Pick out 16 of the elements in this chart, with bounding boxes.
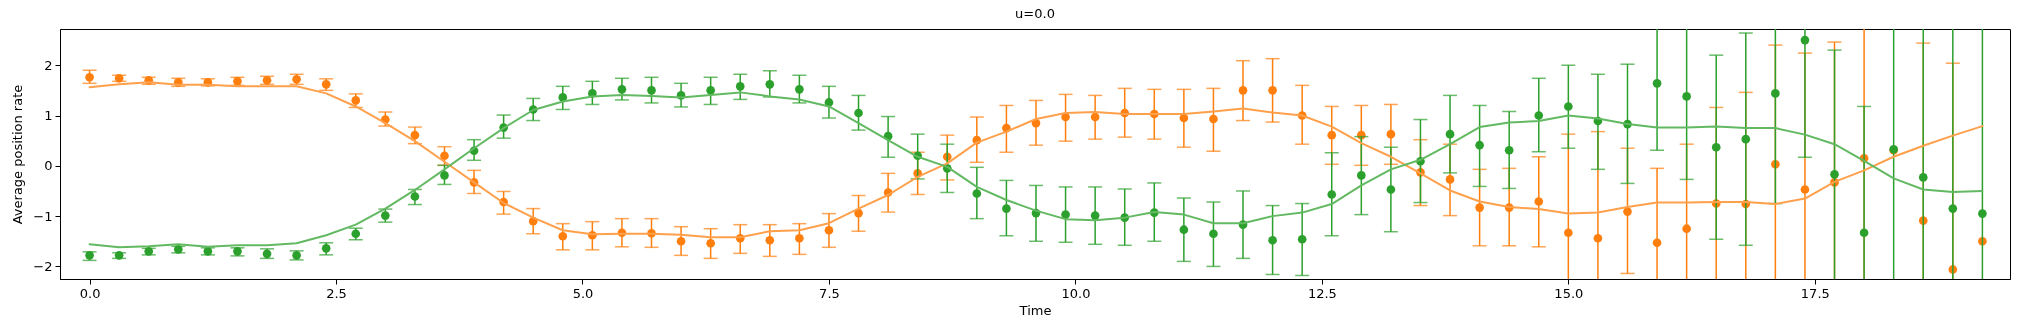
chart-title: u=0.0 [1015,6,1055,21]
y-tick-label: 1 [44,108,53,124]
x-axis-title: Time [1018,302,1052,318]
x-tick-label: 15.0 [1554,285,1584,301]
x-tick-label: 12.5 [1307,285,1337,301]
x-tick-label: 5.0 [572,285,594,301]
x-tick-label: 7.5 [819,285,840,301]
y-tick-label: −1 [33,208,53,224]
x-tick-label: 10.0 [1061,285,1091,301]
y-axis-title: Average position rate [10,84,26,225]
y-tick-label: 2 [44,57,53,73]
y-tick-label: 0 [44,158,53,174]
x-tick-label: 2.5 [326,285,347,301]
y-tick-label: −2 [33,258,53,274]
x-tick-label: 0.0 [79,285,101,301]
x-tick-label: 17.5 [1800,285,1830,301]
